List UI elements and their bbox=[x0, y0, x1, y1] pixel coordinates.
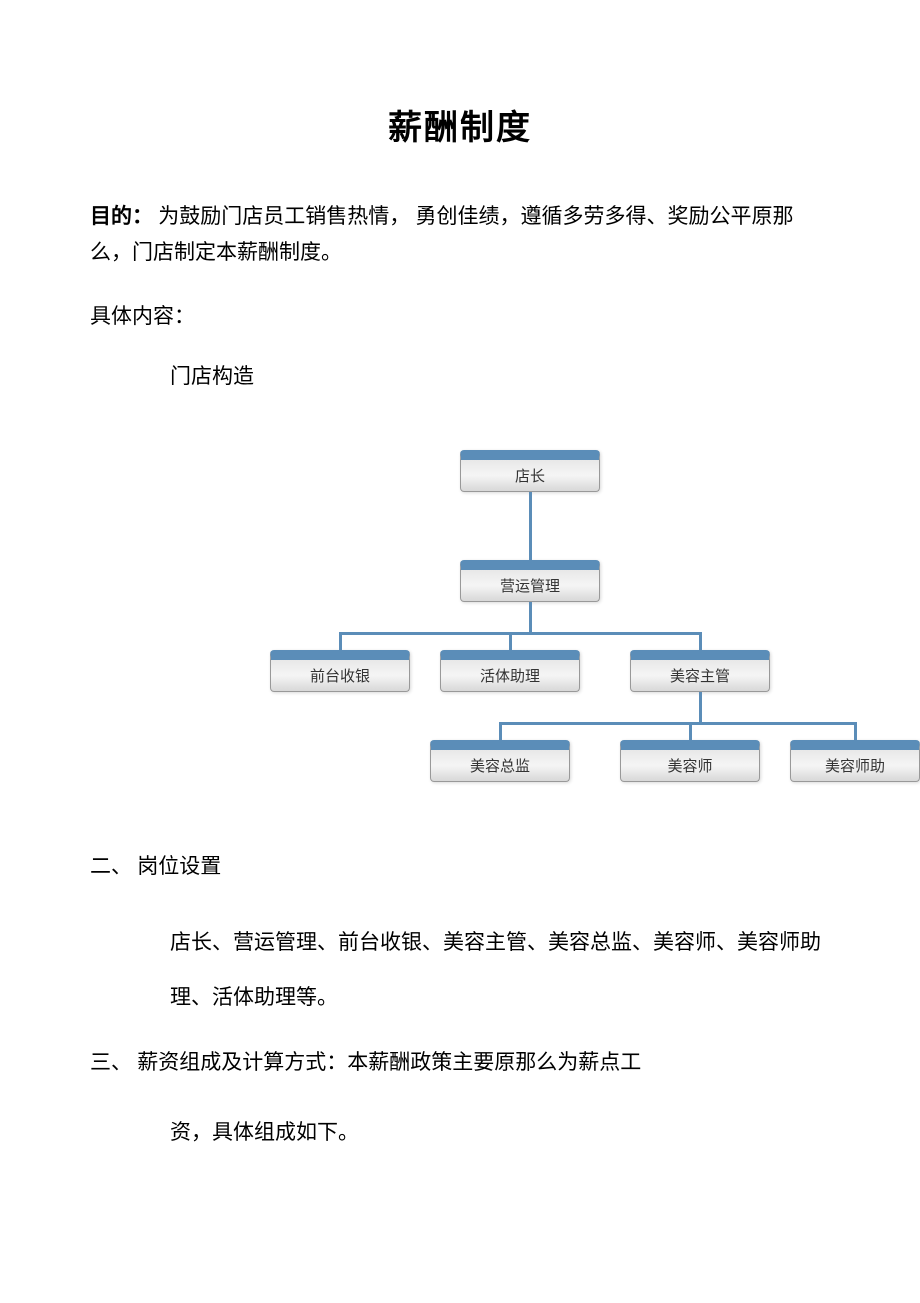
org-connector bbox=[339, 632, 342, 650]
org-node: 营运管理 bbox=[460, 560, 600, 602]
org-connector bbox=[689, 722, 692, 740]
org-connector bbox=[499, 722, 502, 740]
org-node: 美容主管 bbox=[630, 650, 770, 692]
content-label: 具体内容： bbox=[90, 300, 830, 330]
org-connector bbox=[529, 602, 532, 635]
purpose-text: 为鼓励门店员工销售热情， 勇创佳绩，遵循多劳多得、奖励公平原那么，门店制定本薪酬… bbox=[90, 204, 794, 264]
org-connector bbox=[699, 692, 702, 725]
org-node: 活体助理 bbox=[440, 650, 580, 692]
section3-body: 资，具体组成如下。 bbox=[170, 1115, 830, 1151]
org-connector bbox=[699, 632, 702, 650]
org-node: 美容师 bbox=[620, 740, 760, 782]
section2-heading: 二、 岗位设置 bbox=[90, 850, 830, 880]
document-title: 薪酬制度 bbox=[90, 100, 830, 149]
org-node: 美容总监 bbox=[430, 740, 570, 782]
org-connector bbox=[529, 526, 532, 560]
org-node: 美容师助 bbox=[790, 740, 920, 782]
structure-label: 门店构造 bbox=[170, 360, 830, 390]
org-connector bbox=[499, 722, 857, 725]
org-connector bbox=[854, 722, 857, 740]
org-node: 店长 bbox=[460, 450, 600, 492]
org-connector bbox=[509, 632, 512, 650]
purpose-paragraph: 目的： 为鼓励门店员工销售热情， 勇创佳绩，遵循多劳多得、奖励公平原那么，门店制… bbox=[90, 199, 830, 270]
org-connector bbox=[529, 492, 532, 526]
org-chart: 店长营运管理前台收银活体助理美容主管美容总监美容师美容师助 bbox=[250, 450, 910, 800]
purpose-label: 目的： bbox=[90, 204, 153, 228]
section3-heading: 三、 薪资组成及计算方式：本薪酬政策主要原那么为薪点工 bbox=[90, 1045, 830, 1081]
org-node: 前台收银 bbox=[270, 650, 410, 692]
section2-body: 店长、营运管理、前台收银、美容主管、美容总监、美容师、美容师助理、活体助理等。 bbox=[170, 915, 830, 1024]
org-connector bbox=[339, 632, 702, 635]
